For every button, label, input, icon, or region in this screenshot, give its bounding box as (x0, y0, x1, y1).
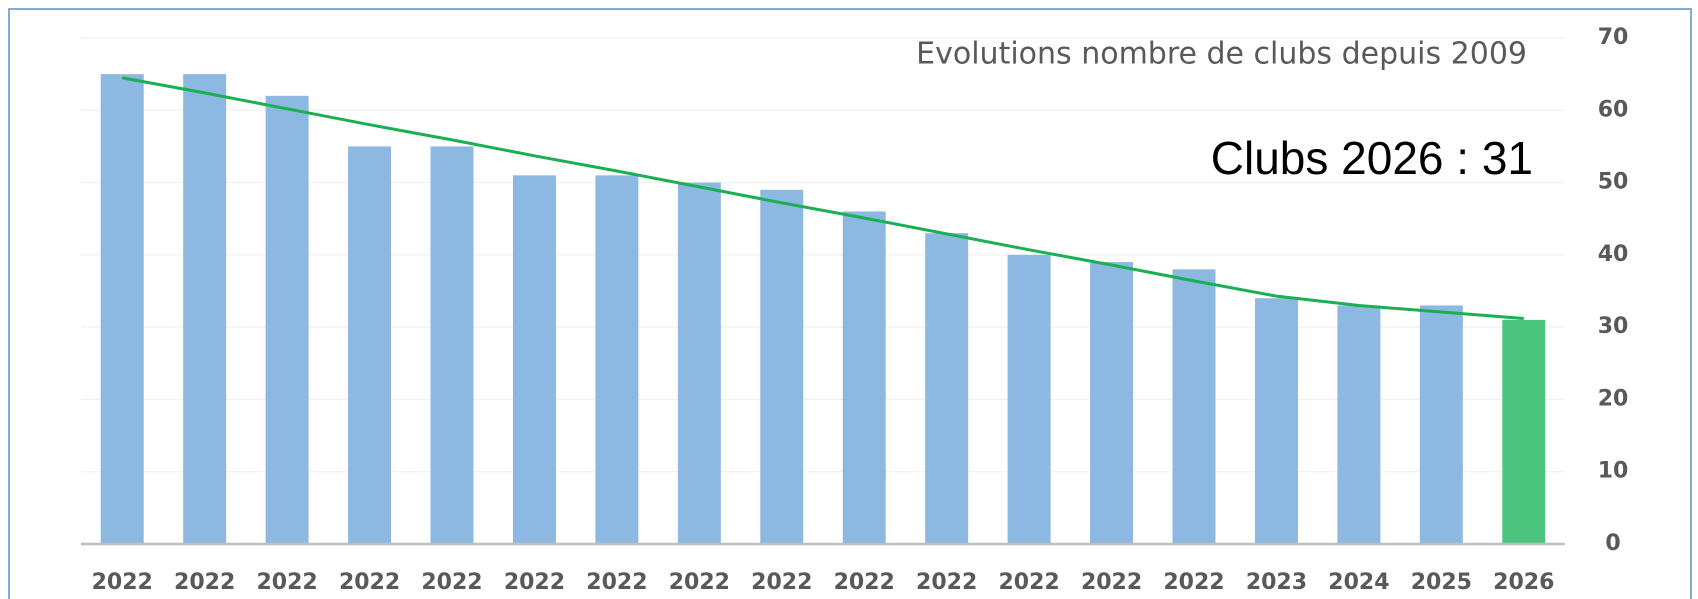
bar (677, 182, 721, 545)
x-tick-label: 2022 (669, 570, 730, 595)
y-tick-label: 10 (1598, 459, 1629, 484)
bar (1090, 262, 1134, 544)
x-tick-label: 2022 (751, 570, 812, 595)
x-tick-label: 2022 (256, 570, 317, 595)
x-tick-label: 2026 (1493, 570, 1554, 595)
bar (925, 233, 969, 544)
bar (512, 175, 556, 545)
bar (100, 74, 144, 545)
chart-title: Evolutions nombre de clubs depuis 2009 (916, 37, 1527, 72)
x-tick-label: 2022 (998, 570, 1059, 595)
bar (1419, 305, 1463, 544)
trend-line (121, 76, 1524, 320)
bar (1502, 319, 1546, 544)
chart-frame (8, 8, 1692, 599)
x-tick-label: 2022 (339, 570, 400, 595)
y-tick-label: 20 (1598, 386, 1629, 411)
bar (348, 146, 392, 544)
x-tick-label: 2023 (1246, 570, 1307, 595)
bar (1007, 254, 1051, 544)
bar (760, 189, 804, 545)
x-tick-label: 2022 (1163, 570, 1224, 595)
x-tick-label: 2025 (1411, 570, 1472, 595)
x-tick-label: 2022 (834, 570, 895, 595)
x-tick-label: 2022 (92, 570, 153, 595)
x-tick-label: 2022 (586, 570, 647, 595)
bar (842, 211, 886, 544)
x-tick-label: 2022 (421, 570, 482, 595)
bar (1337, 305, 1381, 544)
x-tick-label: 2024 (1328, 570, 1389, 595)
bar (265, 95, 309, 544)
y-tick-label: 0 (1605, 531, 1620, 556)
bar (1172, 269, 1216, 544)
y-tick-label: 60 (1598, 97, 1629, 122)
y-tick-label: 40 (1598, 242, 1629, 267)
y-tick-label: 70 (1598, 25, 1629, 50)
y-tick-label: 30 (1598, 314, 1629, 339)
annotation: Clubs 2026 : 31 (1211, 132, 1533, 184)
bar (183, 74, 227, 545)
x-tick-label: 2022 (1081, 570, 1142, 595)
x-tick-label: 2022 (916, 570, 977, 595)
y-tick-label: 50 (1598, 170, 1629, 195)
bar (595, 175, 639, 545)
x-tick-label: 2022 (504, 570, 565, 595)
bar (1254, 298, 1298, 544)
bar (430, 146, 474, 544)
x-tick-label: 2022 (174, 570, 235, 595)
